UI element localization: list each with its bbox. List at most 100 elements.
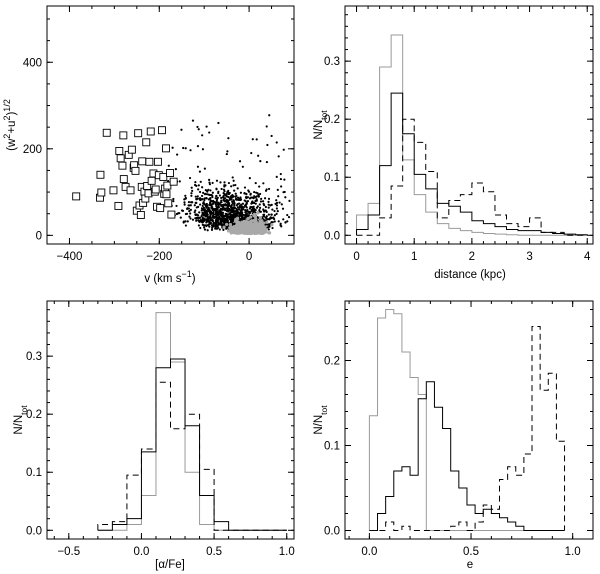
scatter-dot bbox=[224, 203, 227, 206]
scatter-dot bbox=[187, 200, 191, 204]
scatter-grey-dot bbox=[260, 221, 264, 225]
scatter-dot bbox=[175, 204, 178, 208]
scatter-dot bbox=[258, 185, 261, 188]
scatter-dot bbox=[270, 213, 273, 216]
scatter-dot bbox=[225, 192, 229, 196]
x-tick-label: 1.0 bbox=[279, 546, 295, 558]
y-tick-label: 0.0 bbox=[324, 526, 340, 538]
y-tick-label: 0.2 bbox=[324, 114, 340, 126]
scatter-dot bbox=[218, 194, 221, 197]
scatter-dot bbox=[258, 206, 262, 210]
scatter-dot bbox=[189, 149, 192, 152]
scatter-dot bbox=[275, 175, 278, 178]
scatter-dot bbox=[234, 183, 237, 187]
scatter-dot bbox=[196, 197, 199, 200]
scatter-dot bbox=[262, 182, 265, 185]
scatter-dot bbox=[248, 210, 251, 213]
scatter-dot bbox=[236, 206, 239, 209]
scatter-grey-dot bbox=[261, 228, 265, 232]
scatter-dot bbox=[232, 179, 235, 182]
scatter-grey-dot bbox=[257, 228, 261, 232]
scatter-square bbox=[131, 166, 140, 175]
scatter-dot bbox=[227, 137, 230, 140]
y-tick-label: 0.1 bbox=[26, 467, 42, 479]
scatter-dot bbox=[176, 153, 179, 156]
scatter-dot bbox=[268, 114, 271, 117]
scatter-dot bbox=[267, 187, 271, 191]
scatter-dot bbox=[280, 203, 283, 206]
scatter-dot bbox=[204, 218, 207, 221]
scatter-dot bbox=[178, 180, 181, 183]
scatter-dot bbox=[208, 131, 211, 134]
scatter-dot bbox=[222, 194, 225, 198]
scatter-dot bbox=[184, 224, 187, 227]
scatter-dot bbox=[273, 214, 276, 217]
scatter-dot bbox=[208, 178, 211, 181]
scatter-square bbox=[138, 157, 147, 166]
scatter-dot bbox=[206, 213, 209, 216]
panel-alpha-fe-histogram: −0.5 0.0 0.5 1.00.00.10.20.3 [α/Fe] N/Ntot bbox=[13, 300, 295, 571]
y-axis-label: (w2+u2)1/2 bbox=[2, 99, 18, 151]
scatter-dot bbox=[271, 221, 274, 224]
scatter-dot bbox=[213, 216, 216, 219]
scatter-square bbox=[159, 172, 168, 181]
scatter-dot bbox=[238, 160, 242, 163]
scatter-dot bbox=[210, 212, 213, 215]
scatter-dot bbox=[264, 205, 267, 209]
scatter-dot bbox=[288, 199, 291, 202]
scatter-dot bbox=[220, 204, 223, 207]
scatter-grey-dot bbox=[236, 227, 240, 231]
scatter-dot bbox=[239, 191, 243, 194]
scatter-dot bbox=[190, 194, 193, 197]
scatter-dot bbox=[182, 221, 185, 224]
scatter-dot bbox=[180, 209, 184, 212]
scatter-dot bbox=[184, 194, 187, 197]
scatter-square bbox=[158, 126, 166, 135]
panel-distance-histogram: 0 1 2 3 40.00.10.20.3 distance (kpc) N/Ntot bbox=[313, 5, 594, 281]
scatter-dot bbox=[189, 217, 192, 220]
histogram-solid bbox=[97, 358, 287, 531]
scatter-dot bbox=[265, 125, 268, 128]
scatter-dot bbox=[246, 200, 250, 203]
x-tick-label: −400 bbox=[57, 251, 83, 263]
scatter-dot bbox=[267, 206, 270, 209]
x-axis-label: distance (kpc) bbox=[434, 269, 506, 281]
x-tick-label: 4 bbox=[584, 251, 591, 263]
scatter-dot bbox=[194, 201, 197, 204]
scatter-dot bbox=[215, 179, 219, 182]
scatter-grey-dot bbox=[258, 231, 262, 235]
scatter-dot bbox=[211, 194, 214, 197]
scatter-grey-dot bbox=[228, 222, 232, 227]
scatter-grey-dot bbox=[248, 221, 253, 225]
scatter-dot bbox=[211, 205, 214, 209]
scatter-square bbox=[136, 211, 145, 219]
scatter-grey-dot bbox=[264, 230, 268, 234]
scatter-dot bbox=[218, 228, 221, 231]
scatter-grey-dot bbox=[225, 222, 229, 227]
scatter-dot bbox=[214, 213, 217, 216]
scatter-dot bbox=[209, 196, 212, 200]
scatter-dot bbox=[270, 203, 273, 206]
scatter-square bbox=[118, 161, 127, 170]
scatter-dot bbox=[225, 200, 228, 203]
scatter-dot bbox=[208, 181, 211, 184]
scatter-dot bbox=[189, 208, 193, 211]
scatter-dot bbox=[206, 190, 209, 193]
scatter-dot bbox=[279, 172, 282, 176]
scatter-grey-dot bbox=[239, 224, 243, 228]
scatter-dot bbox=[198, 216, 201, 220]
scatter-grey-dot bbox=[229, 228, 233, 232]
scatter-dot bbox=[182, 146, 185, 150]
scatter-dot bbox=[194, 213, 197, 216]
scatter-dot bbox=[210, 228, 214, 231]
x-tick-label: 0.5 bbox=[463, 546, 479, 558]
scatter-dot bbox=[284, 221, 287, 224]
scatter-dot bbox=[217, 121, 220, 125]
scatter-dot bbox=[205, 211, 208, 214]
scatter-dot bbox=[261, 200, 265, 203]
scatter-dot bbox=[275, 204, 279, 207]
scatter-dot bbox=[250, 196, 253, 199]
scatter-dot bbox=[231, 200, 234, 203]
scatter-dot bbox=[250, 151, 253, 155]
